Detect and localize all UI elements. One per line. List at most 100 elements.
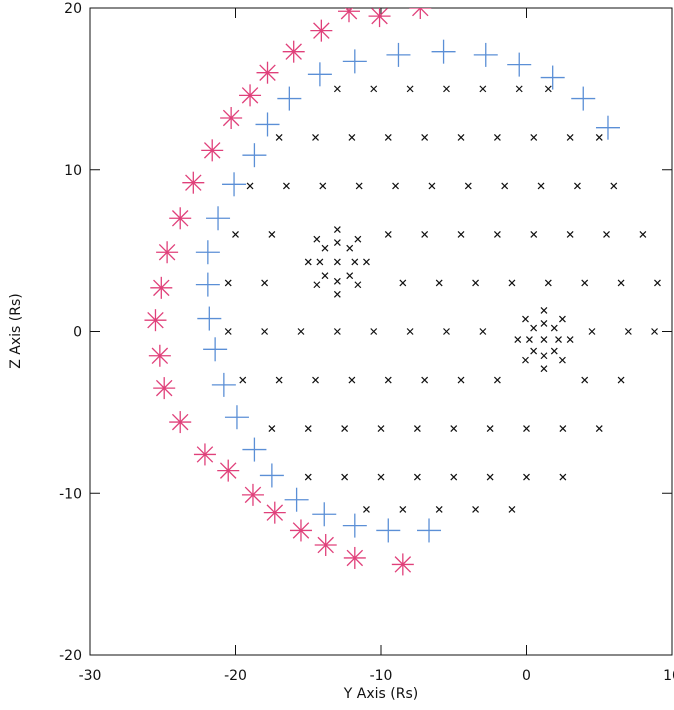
marker-stroke [540, 336, 548, 344]
point [457, 376, 465, 384]
point [261, 328, 269, 335]
marker-stroke [493, 133, 501, 141]
marker-stroke [241, 87, 259, 104]
marker-stroke [292, 522, 310, 539]
point [537, 182, 545, 190]
marker-stroke [348, 133, 356, 141]
point [540, 365, 548, 373]
point [571, 86, 596, 111]
marker-stroke [530, 324, 538, 332]
point [314, 534, 337, 557]
point [588, 328, 596, 335]
point [530, 347, 538, 355]
point [413, 425, 421, 432]
x-axis-title: Y Axis (Rs) [343, 686, 418, 702]
marker-stroke [421, 133, 429, 141]
marker-stroke [651, 328, 658, 335]
point [479, 328, 487, 335]
marker-stroke [457, 231, 465, 238]
marker-stroke [155, 379, 173, 397]
point [321, 244, 329, 252]
point [486, 425, 494, 432]
point [508, 279, 516, 287]
point [341, 473, 349, 481]
marker-stroke [486, 425, 494, 432]
point [277, 86, 302, 111]
marker-stroke [261, 279, 269, 287]
point [182, 171, 205, 194]
point [443, 85, 450, 93]
marker-stroke [421, 376, 429, 384]
marker-stroke [540, 319, 548, 327]
marker-stroke [153, 279, 170, 297]
point [321, 272, 329, 280]
marker-stroke [317, 536, 334, 554]
marker-stroke [319, 182, 327, 190]
point [493, 376, 501, 384]
marker-stroke [333, 239, 341, 246]
point [493, 133, 501, 141]
marker-stroke [493, 231, 501, 238]
point [540, 352, 548, 360]
marker-stroke [351, 258, 359, 266]
point [473, 42, 498, 67]
marker-stroke [341, 473, 349, 481]
point [457, 133, 465, 141]
marker-stroke [435, 279, 443, 287]
point [304, 258, 312, 266]
point [486, 473, 494, 481]
point [421, 231, 429, 238]
marker-stroke [384, 133, 392, 141]
marker-stroke [275, 376, 283, 384]
point [304, 425, 312, 432]
point [421, 133, 429, 141]
marker-stroke [530, 133, 538, 141]
point [624, 328, 632, 335]
marker-stroke [370, 328, 378, 335]
point [508, 506, 516, 513]
point [514, 336, 522, 344]
marker-stroke [479, 328, 487, 335]
point [275, 133, 283, 141]
marker-stroke [566, 336, 574, 344]
marker-stroke [312, 133, 319, 141]
point [351, 258, 359, 266]
point [307, 62, 332, 87]
point [399, 506, 407, 513]
marker-stroke [457, 376, 465, 384]
point [574, 182, 581, 190]
x-tick-label: 0 [522, 668, 531, 684]
point [595, 115, 620, 140]
point [555, 336, 562, 344]
marker-stroke [450, 425, 458, 432]
marker-stroke [479, 85, 487, 93]
point [370, 328, 378, 335]
marker-stroke [268, 425, 276, 432]
marker-stroke [171, 413, 189, 431]
point [530, 231, 538, 238]
point [368, 8, 391, 28]
point [391, 553, 414, 576]
marker-stroke [384, 376, 392, 384]
point [472, 506, 479, 513]
marker-stroke [493, 376, 501, 384]
point [651, 328, 658, 335]
point [239, 84, 262, 107]
marker-stroke [464, 182, 472, 190]
point [540, 65, 565, 90]
point [197, 306, 222, 331]
point [241, 483, 264, 506]
marker-stroke [610, 182, 618, 190]
marker-stroke [261, 328, 269, 335]
marker-stroke [450, 473, 458, 481]
point [406, 85, 414, 93]
point [169, 411, 192, 434]
marker-stroke [530, 347, 538, 355]
marker-stroke [421, 231, 429, 238]
marker-stroke [370, 85, 378, 93]
point [566, 336, 574, 344]
marker-stroke [654, 279, 661, 287]
marker-stroke [313, 235, 321, 243]
point [220, 106, 243, 129]
